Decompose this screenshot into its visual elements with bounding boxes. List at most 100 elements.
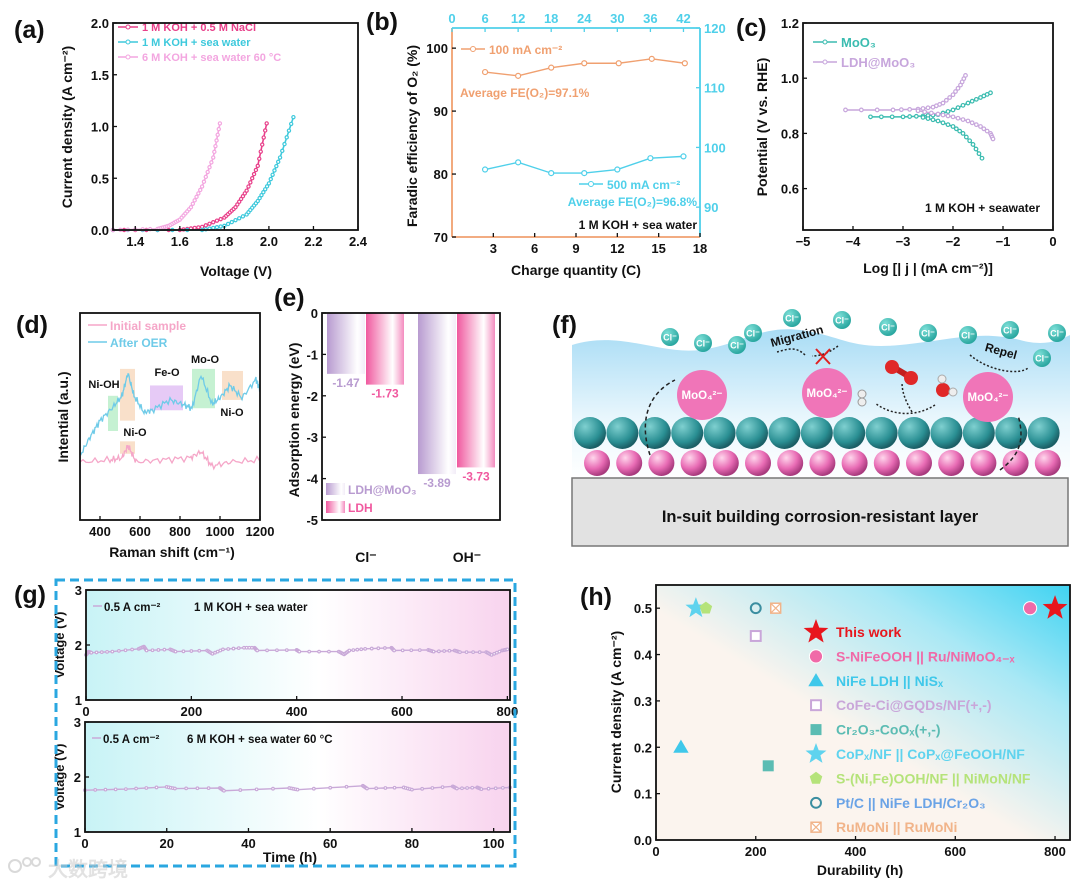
data-point — [458, 650, 462, 655]
y-tick-label: 0.6 — [781, 182, 799, 197]
marker-open-square — [749, 630, 762, 642]
data-point — [225, 221, 231, 227]
y-tick-label: 1.0 — [91, 120, 109, 135]
y-axis-title: Faradic efficiency of O₂ (%) — [404, 45, 420, 227]
y-axis-title: Potential (V vs. RHE) — [754, 58, 770, 196]
marker-square — [762, 760, 774, 772]
data-point — [274, 163, 279, 169]
marker-star — [803, 619, 829, 643]
marker-open-square — [810, 699, 822, 712]
data-point — [400, 648, 405, 653]
chloride-ion — [783, 309, 801, 327]
legend-swatch — [326, 501, 345, 513]
ldh-sphere — [574, 417, 606, 449]
data-point — [203, 223, 209, 228]
data-point — [265, 648, 269, 653]
x-tick-label: 100 — [483, 836, 505, 851]
data-point — [113, 787, 118, 792]
data-point — [878, 114, 884, 120]
chloride-ion — [1033, 349, 1051, 367]
chloride-label: Cl⁻ — [881, 323, 895, 333]
panel-label-d: (d) — [16, 311, 48, 339]
category-label: Cl⁻ — [355, 549, 376, 565]
y-axis-title: Voltage (V) — [52, 744, 67, 811]
data-point — [295, 787, 300, 792]
data-point — [953, 126, 959, 132]
y-tick-label: 1 — [74, 825, 81, 840]
data-point — [103, 787, 108, 792]
data-point — [454, 786, 459, 791]
data-point — [211, 225, 216, 231]
chart-h-comparison: This work S-NiFeOOH || Ru/NiMoO₄₋ₓ NiFe LD… — [608, 584, 1071, 878]
data-point — [950, 92, 956, 98]
illustration-elements: MoO₄²⁻ MoO₄²⁻ MoO₄²⁻Cl⁻Cl⁻ Cl⁻Cl⁻Cl⁻ Cl⁻Cl⁻C… — [574, 309, 1066, 476]
data-point — [973, 146, 979, 152]
x-tick-label: 1.6 — [171, 234, 189, 249]
ldh-sphere — [995, 417, 1028, 449]
data-point — [264, 121, 269, 126]
data-point — [440, 785, 445, 790]
data-point — [173, 649, 178, 654]
data-point — [233, 217, 238, 223]
substrate-sphere — [809, 450, 836, 476]
chloride-label: Cl⁻ — [921, 329, 935, 339]
oxygen-arrow — [901, 381, 913, 413]
annotation: 1 M KOH + sea water — [579, 218, 698, 232]
x-tick-label: 24 — [577, 11, 592, 26]
panel-g-dashed-frame — [54, 578, 517, 868]
x-tick-label: 40 — [241, 836, 255, 851]
data-point — [965, 118, 971, 124]
y-tick-label: 0.0 — [91, 223, 109, 238]
substrate-sphere — [745, 450, 771, 476]
data-point — [481, 166, 489, 173]
data-point — [258, 149, 263, 154]
x-tick-label: 12 — [511, 11, 525, 26]
hydrogen-molecule-icon — [857, 389, 867, 407]
data-point — [194, 194, 199, 200]
data-point — [226, 647, 231, 651]
x-tick-label: 2.0 — [260, 234, 278, 249]
x-axis-title: Voltage (V) — [200, 263, 272, 279]
x-tick-label: −3 — [896, 234, 911, 249]
data-point — [317, 649, 321, 654]
y-tick-label: 70 — [434, 230, 448, 245]
data-point — [465, 786, 469, 790]
data-point — [930, 117, 936, 123]
water-split-arrow — [874, 402, 936, 415]
chloride-label: Cl⁻ — [1035, 354, 1049, 364]
data-point — [162, 647, 167, 652]
data-point — [190, 201, 196, 206]
data-point — [960, 130, 966, 136]
chart-c-tafel-corrosion: MoO₃ LDH@MoO₃ 1 M KOH + seawater −5 −4 −3 −2 −1… — [754, 16, 1057, 276]
legend-label: 0.5 A cm⁻² — [104, 602, 161, 614]
substrate-sphere — [970, 450, 997, 476]
data-point — [192, 225, 197, 231]
data-point — [277, 155, 283, 160]
legend-label: After OER — [110, 336, 168, 350]
data-point — [955, 105, 961, 111]
data-point — [251, 171, 257, 177]
data-point — [206, 786, 211, 791]
y-tick-label: 0.0 — [634, 833, 652, 848]
data-point — [255, 163, 260, 169]
bar — [457, 313, 495, 468]
substrate-sphere — [648, 450, 675, 476]
x-tick-label: 1.4 — [126, 234, 145, 249]
y-axis-title: Voltage (V) — [52, 612, 67, 679]
data-point — [264, 184, 270, 189]
data-point — [211, 155, 216, 160]
legend-label: Initial sample — [110, 319, 186, 333]
y-tick-label: 1.2 — [781, 16, 799, 31]
data-point — [266, 181, 272, 186]
data-point — [253, 167, 259, 173]
molybdate-ion — [677, 370, 727, 420]
data-point — [945, 122, 951, 128]
series-line — [113, 116, 295, 231]
data-point — [205, 169, 210, 175]
data-point — [213, 143, 218, 149]
illustration-corrosion-layer: In-suit building corrosion-resistant lay… — [571, 309, 1070, 547]
data-point — [990, 136, 996, 142]
y-tick-label: 110 — [704, 81, 725, 96]
